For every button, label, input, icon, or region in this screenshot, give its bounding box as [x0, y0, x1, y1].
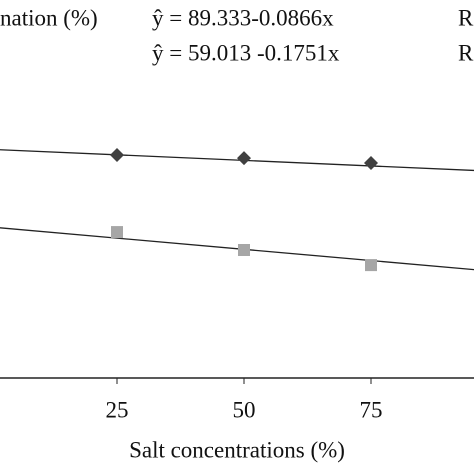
- point: [365, 259, 377, 272]
- fit-line: [0, 227, 474, 271]
- point: [110, 148, 124, 163]
- r-label: R: [458, 5, 474, 30]
- equation: ŷ = 59.013 -0.1751x: [152, 40, 340, 65]
- x-axis-label: Salt concentrations (%): [129, 437, 345, 462]
- point: [237, 151, 251, 166]
- r-label: R: [458, 40, 474, 65]
- point: [238, 244, 250, 256]
- point: [364, 155, 378, 170]
- point: [111, 226, 123, 239]
- x-tick-label: 75: [360, 397, 383, 422]
- legend-label: nation (%): [0, 5, 98, 30]
- x-tick-label: 25: [106, 397, 129, 422]
- x-tick-label: 50: [233, 397, 256, 422]
- equation: ŷ = 89.333-0.0866x: [152, 5, 334, 30]
- fit-line: [0, 149, 474, 172]
